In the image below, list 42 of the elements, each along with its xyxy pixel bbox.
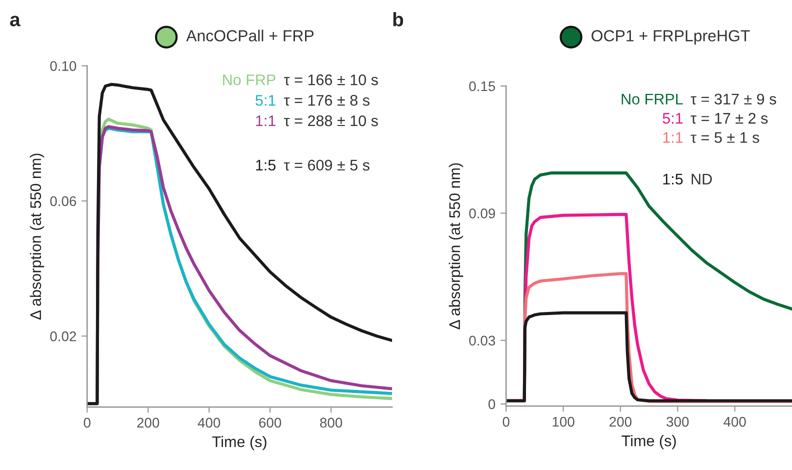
text: No FRP [223, 74, 276, 86]
line-series [506, 311, 792, 402]
annotation: τ = 176 ± 8 s [284, 94, 370, 106]
text: 1:1 [256, 116, 276, 126]
y-tick-label: 0.02 [50, 331, 76, 342]
y-tick-label: 0.06 [50, 196, 76, 206]
text: 5:1 [256, 95, 276, 106]
x-tick-label: 400 [198, 418, 220, 428]
x-tick-label: 400 [724, 416, 746, 427]
text: 1:5 [663, 174, 683, 185]
x-tick-label: 0 [502, 416, 510, 427]
x-tick-label: 300 [666, 416, 689, 427]
y-tick-label: 0.15 [469, 81, 496, 92]
annotation: τ = 166 ± 10 s [284, 74, 378, 86]
x-axis-title: Time (s) [622, 435, 676, 450]
x-tick-label: 600 [259, 418, 282, 428]
annotation: τ = 5 ± 1 s [690, 132, 760, 143]
text: 1:5 [256, 160, 276, 171]
x-tick-label: 200 [137, 418, 160, 428]
y-axis-title: Δ absorption (at 550 nm) [448, 163, 464, 330]
annotation: τ = 609 ± 5 s [284, 160, 370, 171]
y-tick-label: 0.09 [469, 208, 496, 218]
x-tick-label: 0 [84, 418, 90, 428]
text: a [10, 16, 20, 26]
annotation: τ = 288 ± 10 s [284, 115, 378, 126]
x-axis-title: Time (s) [212, 436, 266, 450]
y-tick-label: 0.03 [469, 336, 496, 346]
y-tick-label: 0 [488, 399, 496, 410]
text: b [393, 12, 404, 26]
text: 1:1 [663, 132, 683, 143]
text: 5:1 [662, 113, 683, 124]
annotation: ND [692, 174, 712, 184]
x-tick-label: 200 [610, 416, 632, 427]
text: No FRPL [622, 94, 683, 105]
x-tick-label: 100 [552, 416, 574, 427]
x-tick-label: 800 [320, 418, 342, 428]
annotation: τ = 317 ± 9 s [690, 94, 776, 105]
chart-title: AncOCPall + FRP [186, 30, 314, 42]
annotation: τ = 17 ± 2 s [690, 112, 768, 124]
y-axis-title: Δ absorption (at 550 nm) [30, 154, 44, 320]
y-tick-label: 0.10 [50, 61, 76, 71]
chart-title: OCP1 + FRPLpreHGT [592, 30, 750, 45]
